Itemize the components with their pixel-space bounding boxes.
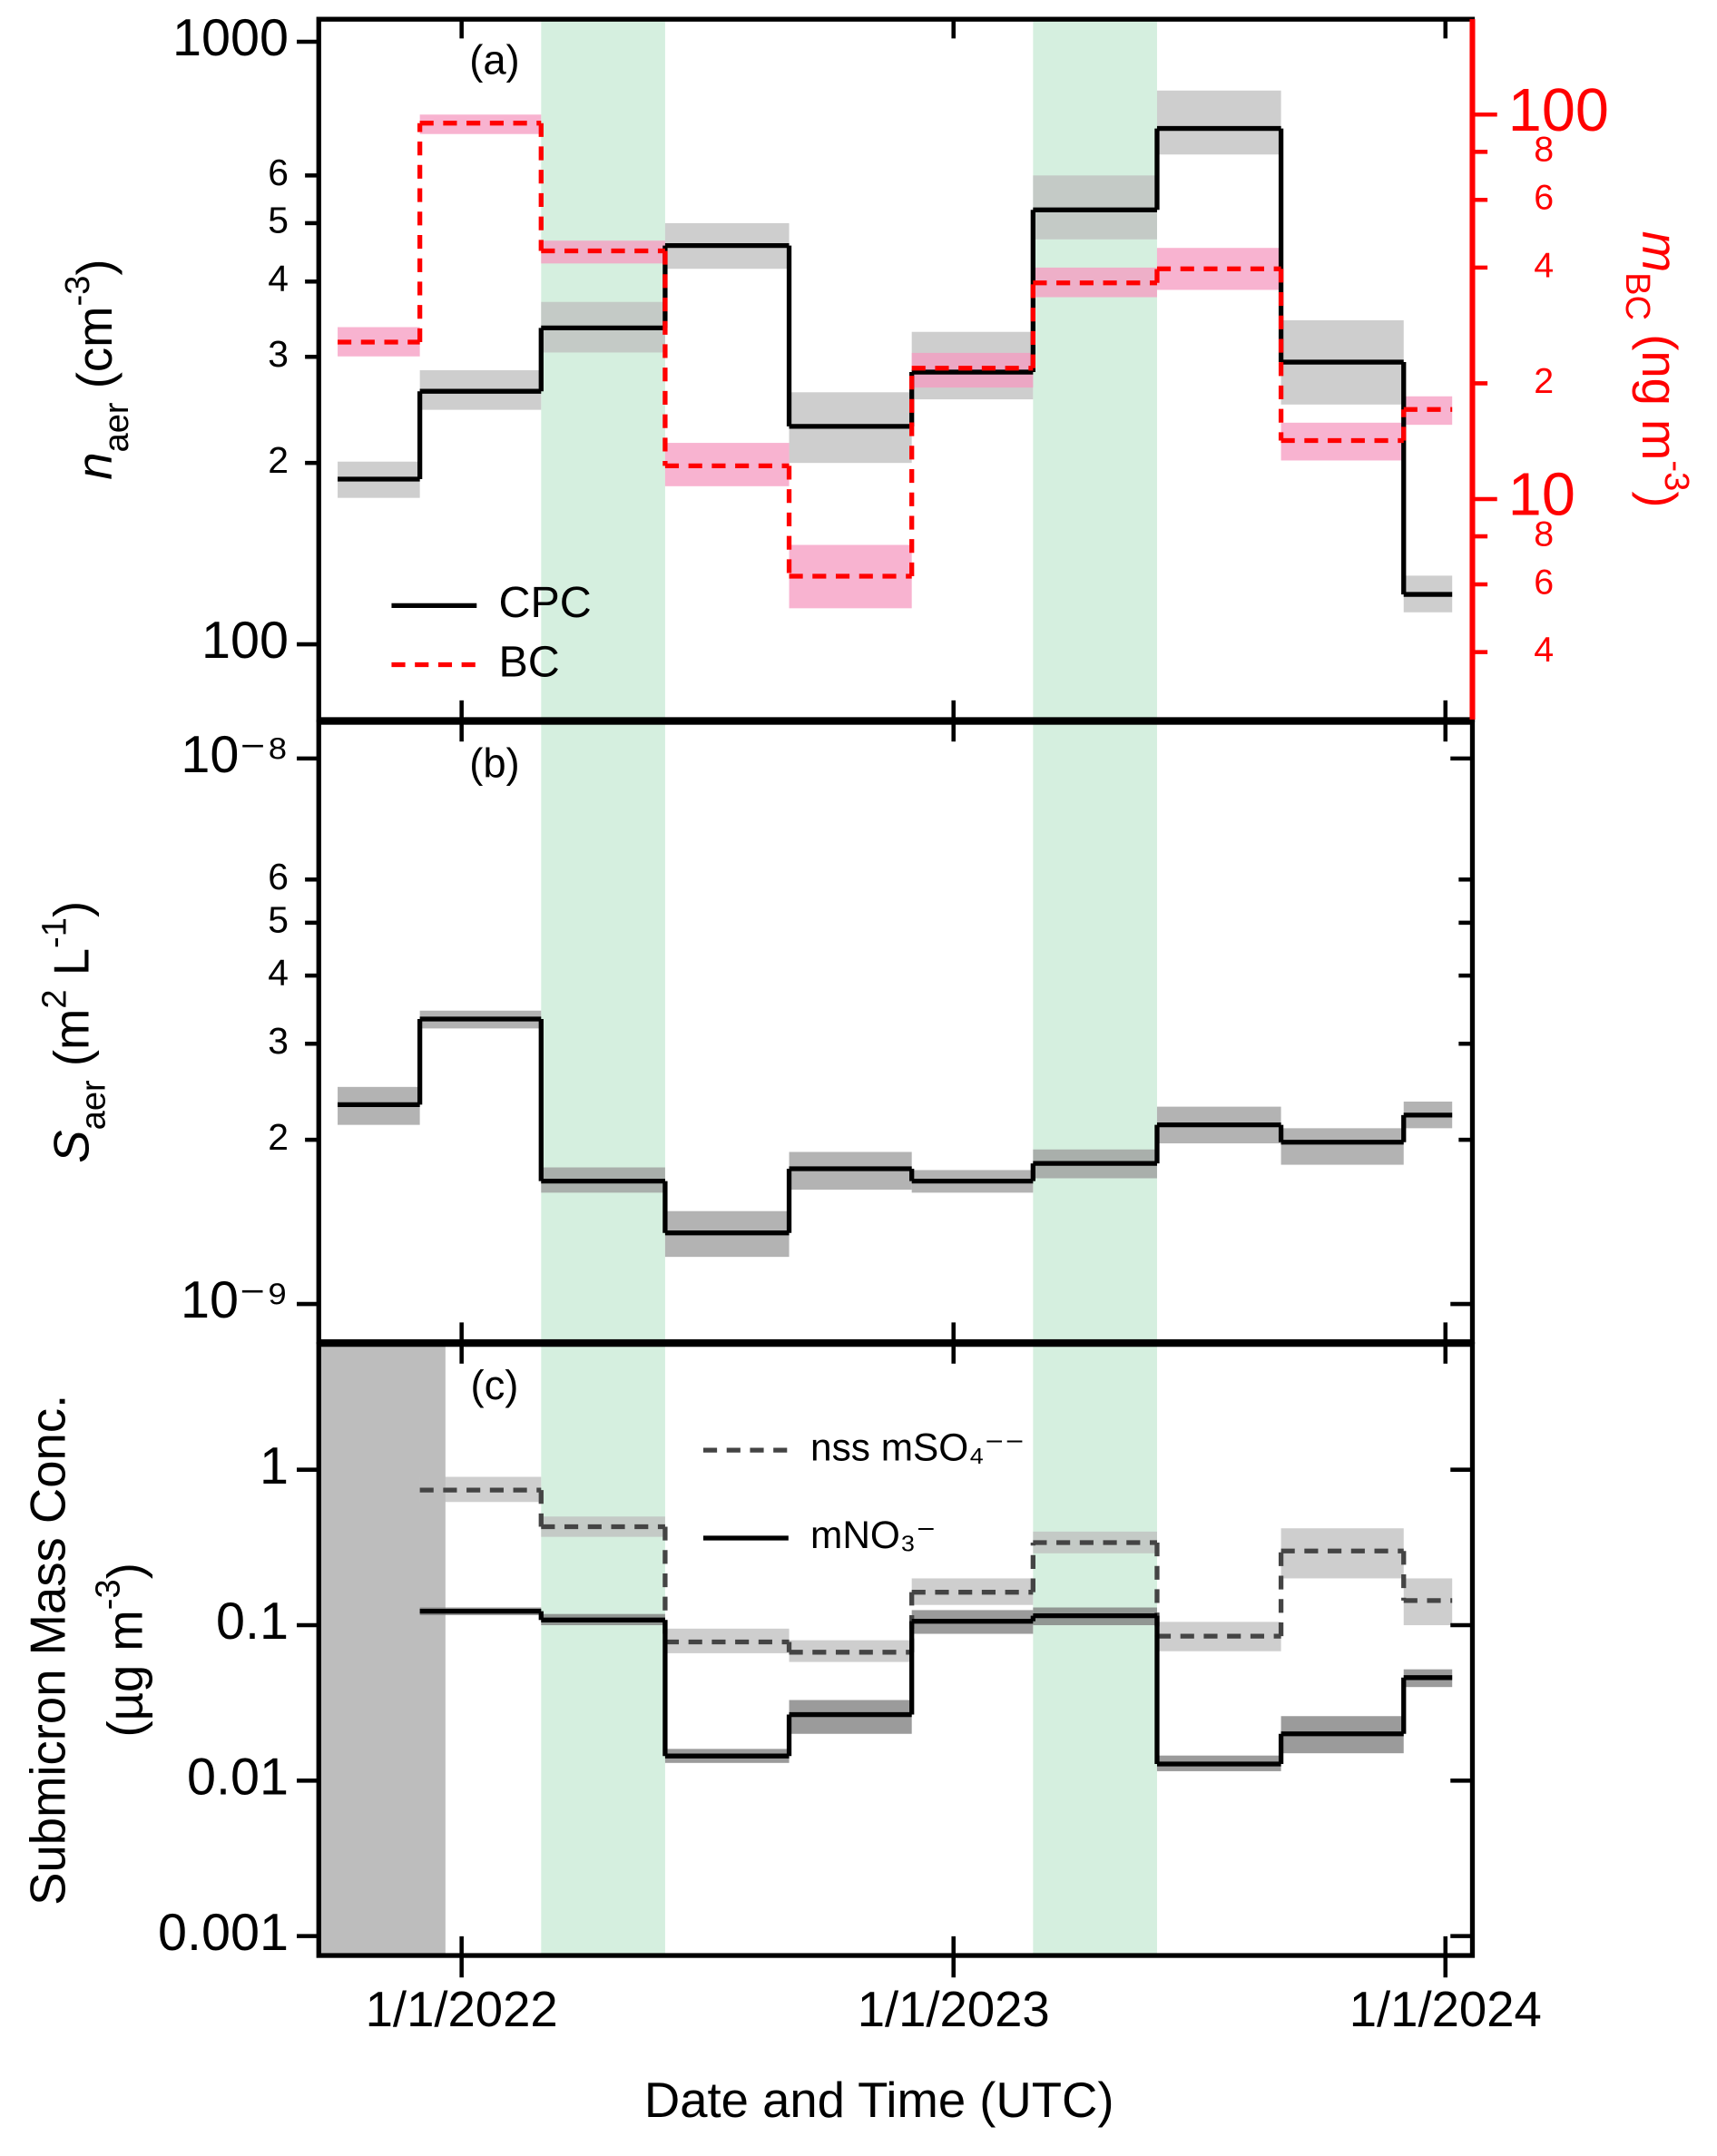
y-tick-label: 3 xyxy=(268,1020,289,1062)
y-tick-label: 5 xyxy=(268,899,289,941)
y-tick-label: 2 xyxy=(268,439,289,481)
axis-title: mBC (ng m-3) xyxy=(1618,231,1696,508)
y2-tick-label: 100 xyxy=(1508,77,1609,144)
legend-label: mNO₃⁻ xyxy=(810,1514,936,1556)
axis-title: Saer (m2 L-1) xyxy=(34,901,113,1163)
axis-title-part: 2 xyxy=(34,989,74,1008)
y-tick-label: 10⁻⁹ xyxy=(181,1271,289,1329)
y2-tick-label: 4 xyxy=(1534,245,1554,285)
y-tick-label: 3 xyxy=(268,333,289,375)
axis-title: Submicron Mass Conc. xyxy=(21,1395,76,1906)
legend-label: BC xyxy=(498,637,559,686)
shaded-period xyxy=(1033,1344,1157,1956)
y-tick-label: 6 xyxy=(268,856,289,897)
uncertainty-band xyxy=(419,114,542,134)
x-tick-label: 1/1/2024 xyxy=(1349,1982,1542,2037)
masked-period xyxy=(319,1344,446,1956)
x-tick-label: 1/1/2022 xyxy=(366,1982,558,2037)
axis-title-part: -3 xyxy=(88,1579,127,1610)
y-tick-label: 4 xyxy=(268,258,289,299)
y-tick-label: 1000 xyxy=(172,9,289,67)
axis-title-part: L xyxy=(44,948,100,989)
y2-tick-label: 10 xyxy=(1508,462,1575,529)
uncertainty-band xyxy=(789,1640,912,1662)
y2-tick-label: 2 xyxy=(1534,361,1554,401)
axis-title-part: (µg m xyxy=(98,1610,153,1737)
uncertainty-band xyxy=(541,1516,665,1537)
y-tick-label: 0.001 xyxy=(158,1904,289,1962)
legend-label: nss mSO₄⁻⁻ xyxy=(810,1426,1025,1468)
shaded-period xyxy=(541,19,665,720)
axis-title-part: aer xyxy=(97,402,136,452)
y2-tick-label: 8 xyxy=(1534,514,1554,554)
y-tick-label: 5 xyxy=(268,200,289,241)
panel-label: (a) xyxy=(469,37,519,83)
panel-label: (b) xyxy=(469,740,519,786)
shaded-period xyxy=(541,1344,665,1956)
y2-tick-label: 6 xyxy=(1534,178,1554,218)
axis-title-part: n xyxy=(67,452,123,479)
x-axis-title: Date and Time (UTC) xyxy=(644,2073,1114,2128)
plot-frame xyxy=(316,720,1476,1345)
axis-title-part: -3 xyxy=(58,276,97,307)
shaded-period xyxy=(541,722,665,1342)
y-tick-label: 0.1 xyxy=(216,1592,289,1651)
uncertainty-band xyxy=(1033,175,1157,240)
axis-title-part: ) xyxy=(98,1563,153,1579)
uncertainty-band xyxy=(1280,1128,1404,1165)
plot-frame xyxy=(316,1341,1476,1958)
y-tick-label: 10⁻⁸ xyxy=(181,726,289,784)
axis-title-part: -3 xyxy=(1657,460,1696,491)
axis-title-part: S xyxy=(44,1130,100,1162)
y2-tick-label: 6 xyxy=(1534,562,1554,602)
y-tick-label: 4 xyxy=(268,952,289,994)
axis-title-part: BC xyxy=(1618,272,1657,320)
y-tick-label: 0.01 xyxy=(187,1749,289,1807)
y2-tick-label: 4 xyxy=(1534,630,1554,670)
axis-title-part: aer xyxy=(74,1080,113,1130)
axis-title-part: -1 xyxy=(34,917,74,948)
uncertainty-band xyxy=(1033,1531,1157,1553)
y2-tick-label: 8 xyxy=(1534,130,1554,170)
y-tick-label: 2 xyxy=(268,1116,289,1158)
axis-title-part: ) xyxy=(67,259,123,275)
axis-title-part: ) xyxy=(44,901,100,917)
axis-title-part: (cm xyxy=(67,306,123,402)
axis-title: naer (cm-3) xyxy=(58,259,136,479)
panel-label: (c) xyxy=(470,1362,518,1408)
y-tick-label: 1 xyxy=(260,1437,289,1495)
axis-title: (µg m-3) xyxy=(88,1563,153,1737)
x-tick-label: 1/1/2023 xyxy=(858,1982,1050,2037)
shaded-period xyxy=(1033,19,1157,720)
uncertainty-band xyxy=(1156,90,1281,155)
axis-title-part: ) xyxy=(1631,491,1686,507)
axis-title-part: m xyxy=(1631,231,1686,272)
y-tick-label: 6 xyxy=(268,152,289,193)
y-tick-label: 100 xyxy=(201,612,289,670)
axis-title-part: Submicron Mass Conc. xyxy=(21,1395,76,1906)
axis-title-part: (m xyxy=(44,1009,100,1081)
axis-title-part: (ng m xyxy=(1631,320,1686,460)
legend-label: CPC xyxy=(498,578,591,627)
shaded-period xyxy=(1033,722,1157,1342)
